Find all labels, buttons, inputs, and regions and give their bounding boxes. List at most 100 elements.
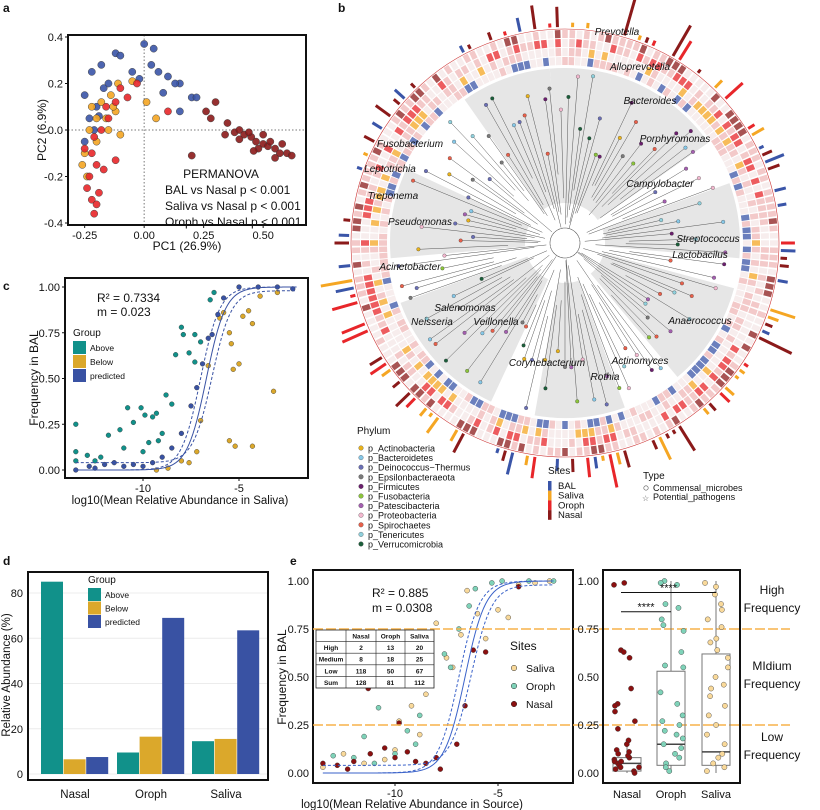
point-nasal	[482, 649, 489, 655]
point-above	[192, 359, 198, 365]
heat-cell	[722, 137, 732, 147]
abundance-bar-saliva	[362, 151, 369, 157]
heat-cell	[742, 320, 753, 329]
abundance-bar-oroph	[724, 81, 744, 100]
point-below	[240, 313, 246, 319]
slope-text: m = 0.0308	[372, 601, 433, 615]
heat-cell	[370, 300, 380, 309]
abundance-bar-nasal	[678, 425, 696, 452]
genus-label: Streptococcus	[676, 234, 739, 245]
tree-tip	[444, 358, 448, 363]
panel-letter-a: a	[3, 1, 10, 15]
y-axis-label: Frequency in BAL	[275, 629, 289, 725]
heat-cell	[629, 426, 638, 436]
heat-cell	[391, 115, 401, 125]
sites-swatch-oroph	[548, 500, 552, 511]
heat-cell	[462, 422, 472, 433]
tree-tip	[470, 177, 475, 182]
tree-tip	[416, 247, 421, 252]
y-tick-label: 0	[17, 769, 23, 781]
heat-cell	[381, 207, 391, 215]
heat-cell	[639, 44, 648, 54]
heat-cell	[580, 57, 588, 67]
heat-cell	[723, 318, 734, 328]
permanova-text: Oroph vs Nasal p < 0.001	[165, 215, 302, 229]
heat-cell	[549, 57, 556, 66]
heat-cell	[757, 274, 767, 282]
tree-branch	[606, 221, 679, 236]
point-above	[186, 350, 192, 356]
abundance-bar-saliva	[658, 436, 672, 461]
heat-cell	[580, 419, 588, 429]
tree-tip	[658, 291, 662, 296]
tree-branch	[453, 257, 534, 297]
panel-e-scatter-frame	[312, 569, 574, 784]
heat-cell	[395, 367, 406, 377]
tree-tip	[623, 346, 628, 351]
tree-tip	[448, 120, 453, 124]
heat-cell	[385, 161, 396, 170]
abundance-bar-saliva	[724, 386, 735, 397]
heat-cell	[733, 355, 744, 365]
heat-cell	[611, 441, 620, 451]
tree-tip	[576, 74, 580, 79]
heat-cell	[370, 259, 380, 267]
heat-cell	[700, 393, 710, 404]
heat-cell	[751, 153, 761, 163]
y-tick-label: -0.2	[44, 172, 63, 184]
tree-branch	[531, 290, 552, 360]
heat-cell	[718, 345, 729, 355]
y-tick-label: 0.75	[288, 624, 309, 636]
heat-cell	[413, 115, 424, 125]
heat-cell	[433, 107, 444, 117]
heat-cell	[736, 332, 747, 342]
heat-cell	[611, 413, 619, 423]
heat-cell	[723, 158, 734, 168]
point-saliva	[417, 731, 423, 738]
heat-cell	[431, 391, 442, 402]
heat-cell	[479, 420, 488, 431]
point-bal	[80, 91, 89, 99]
tree-branch	[545, 305, 557, 389]
point-saliva	[87, 102, 96, 111]
phylum-dot	[358, 445, 364, 451]
heat-cell	[396, 158, 407, 168]
legend-label: Below	[105, 604, 129, 614]
heat-cell	[352, 254, 361, 261]
heat-cell	[503, 439, 512, 449]
heat-cell	[760, 253, 769, 260]
genus-label: Actinomyces	[611, 356, 669, 367]
heat-cell	[714, 142, 725, 152]
bar-above-oroph	[117, 752, 139, 774]
heat-cell	[380, 173, 391, 182]
tree-branch	[577, 252, 646, 304]
jitter-point-saliva	[712, 591, 718, 598]
tree-tip	[543, 358, 548, 362]
table-header-cell: Saliva	[410, 634, 429, 641]
abundance-bar-nasal	[466, 44, 472, 50]
heat-cell	[399, 153, 410, 162]
point-below	[249, 321, 256, 327]
point-above	[211, 289, 217, 296]
tree-branch	[582, 283, 630, 389]
heat-cell	[741, 134, 751, 143]
heat-cell	[368, 184, 378, 192]
tree-tip	[622, 364, 627, 369]
tree-branch	[435, 255, 550, 345]
jitter-point-saliva	[704, 616, 711, 623]
heat-cell	[460, 64, 470, 75]
tree-branch	[557, 300, 562, 352]
point-predicted	[92, 465, 98, 471]
heat-cell	[710, 93, 721, 103]
point-above	[92, 458, 98, 464]
heat-cell	[710, 383, 721, 393]
point-above	[178, 324, 185, 330]
heat-cell	[597, 444, 605, 454]
heat-cell	[383, 167, 393, 176]
phylum-legend-label: p_Bacteroidetes	[368, 453, 434, 463]
tree-branch	[401, 261, 495, 287]
heat-cell	[605, 61, 613, 71]
tree-tip	[458, 238, 463, 243]
heat-cell	[652, 50, 661, 60]
